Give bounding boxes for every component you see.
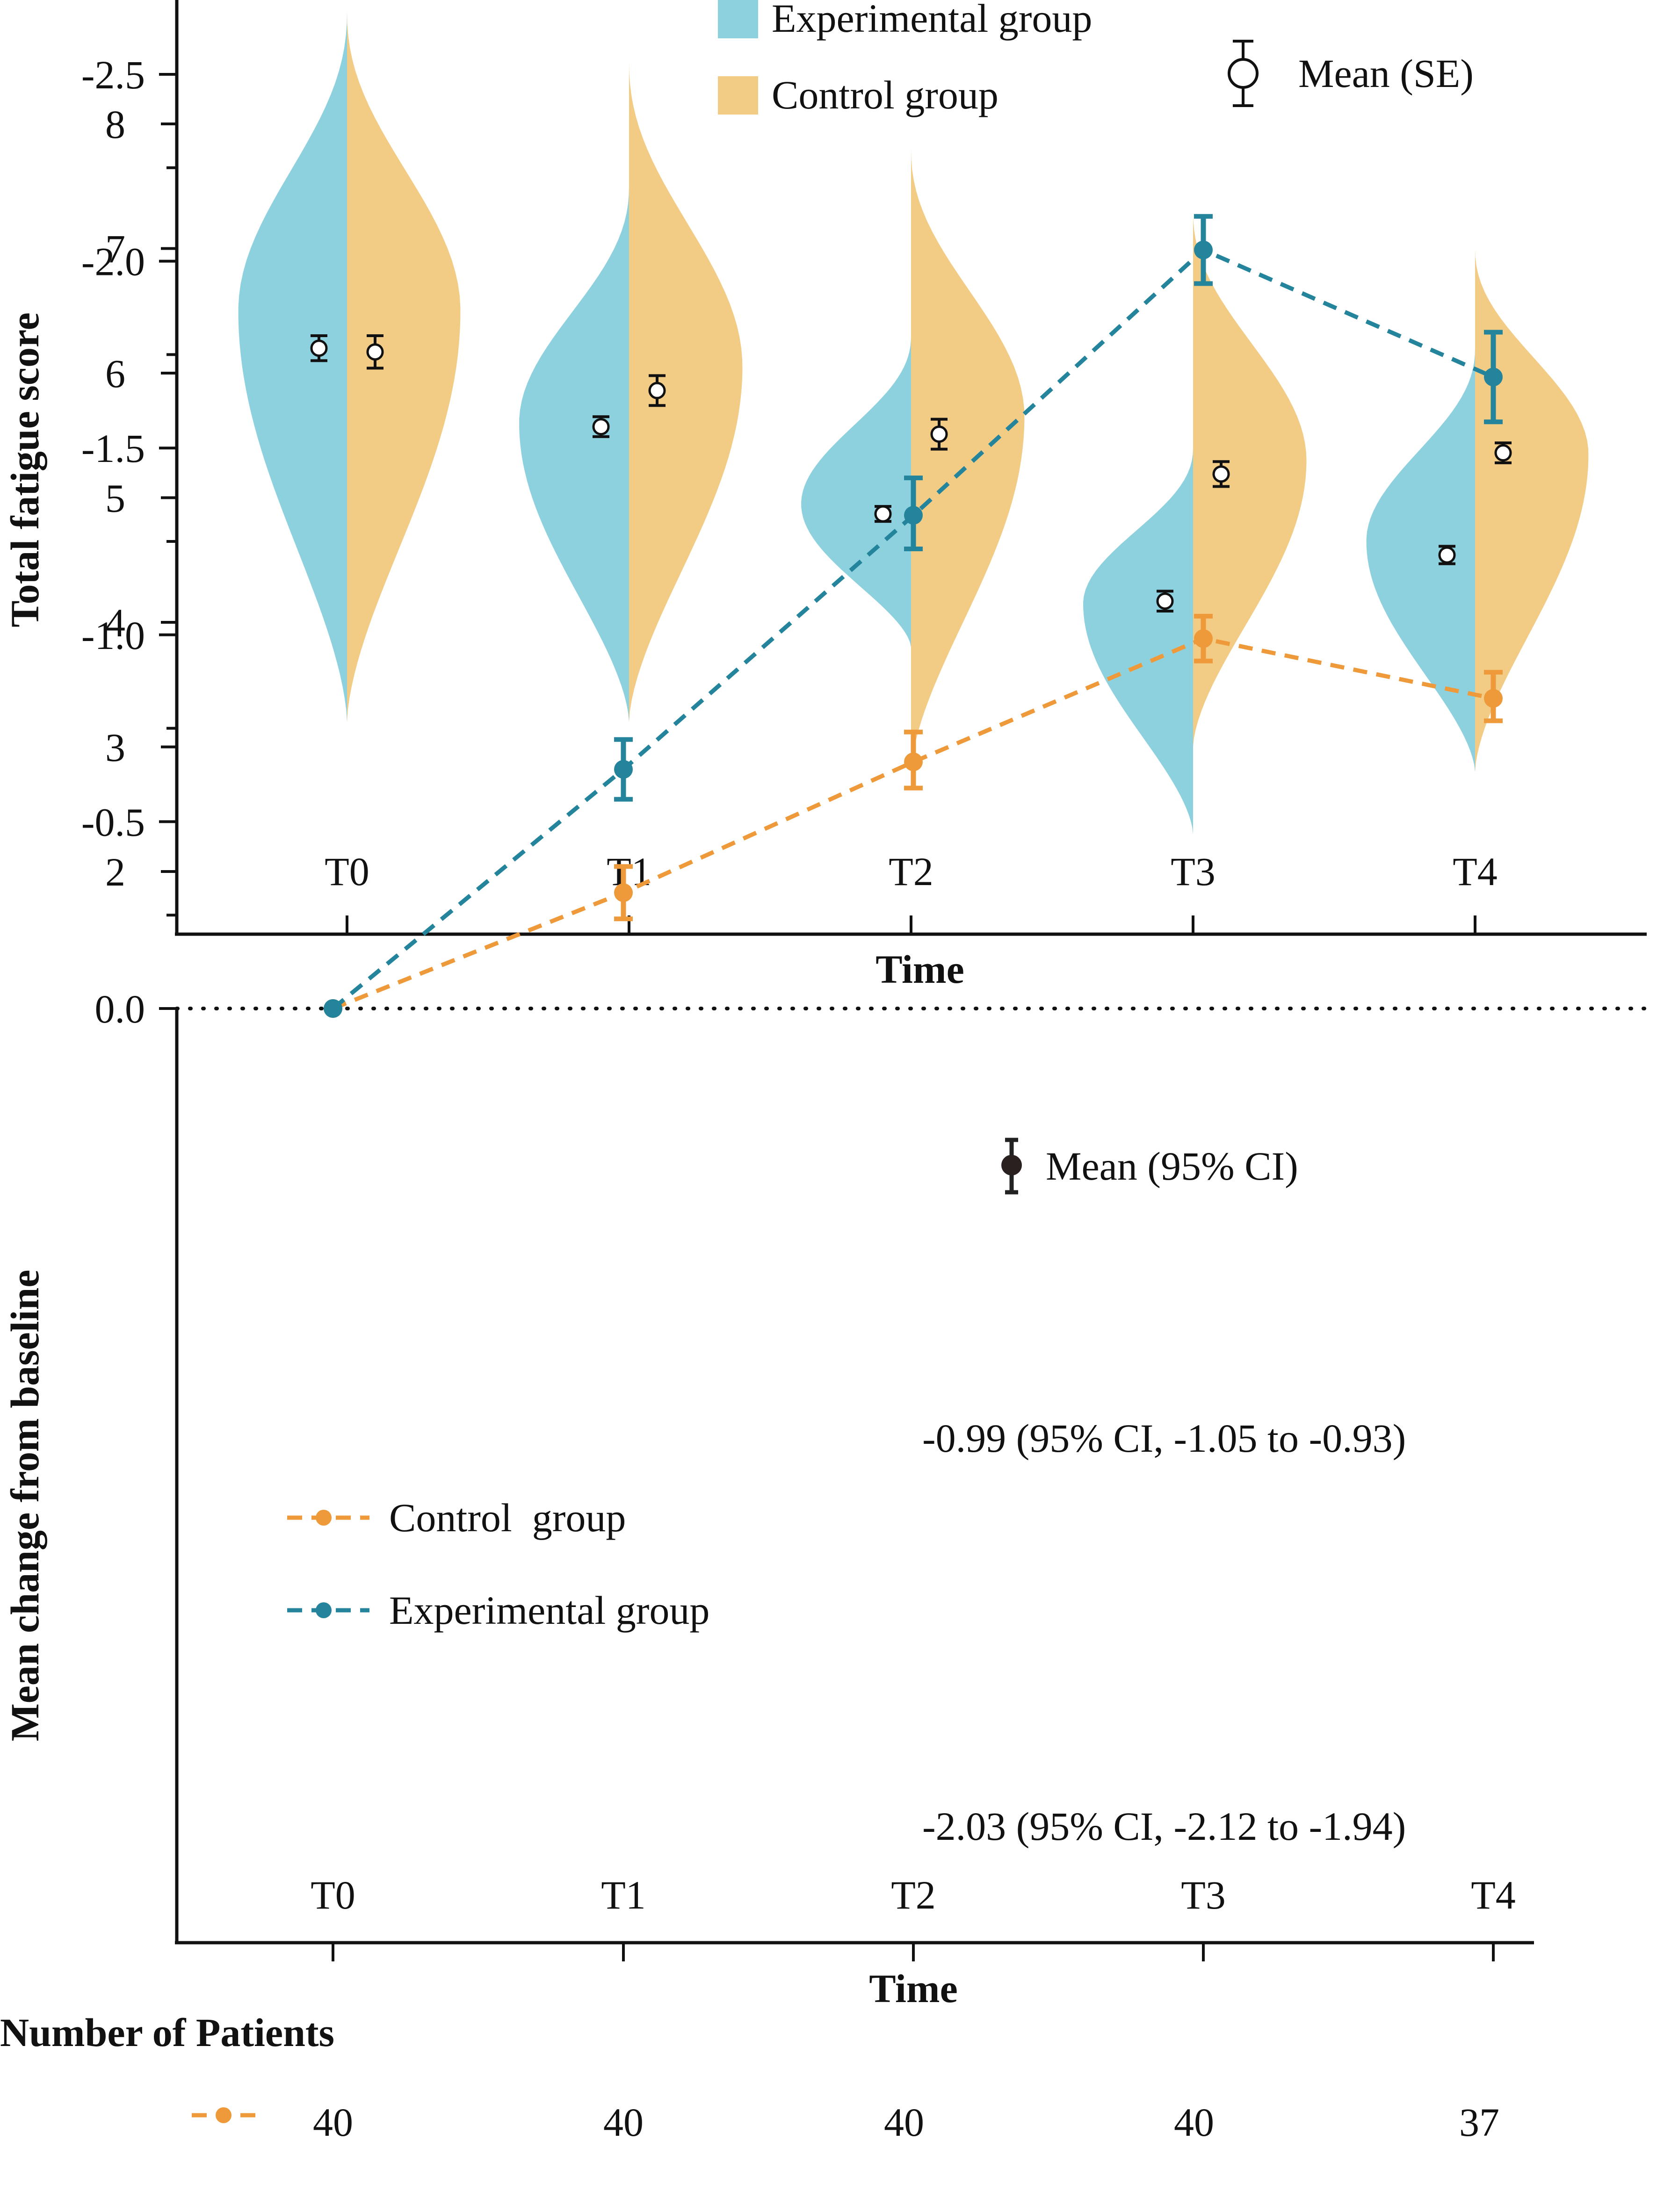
point-experimental-T4 [1484, 367, 1503, 387]
patients-count-control: 40 [313, 2100, 353, 2145]
point-experimental-T3 [1194, 240, 1213, 259]
point-control-T1 [614, 883, 633, 902]
legend-label-control: Control group [772, 72, 999, 117]
patients-row-control-marker [192, 2107, 258, 2123]
change-x-tick-label: T3 [1181, 1873, 1226, 1917]
point-experimental-T0 [324, 999, 342, 1018]
violin-experimental-T4 [1366, 348, 1475, 772]
violin-y-tick-label: 5 [105, 476, 125, 521]
point-control-T4 [1484, 689, 1503, 708]
patients-count-control: 40 [603, 2100, 644, 2145]
patients-cells: 40404040374040403937 [313, 2100, 1499, 2145]
mean-se-experimental-T4 [1438, 545, 1456, 565]
change-legend-mean-marker [1001, 1138, 1022, 1195]
violin-x-tick-label: T0 [325, 849, 369, 894]
change-y-tick-label: -2.5 [81, 52, 145, 97]
violin-legend: Experimental group Control group Mean (S… [718, 0, 1474, 117]
violin-y-tick-label: 8 [105, 102, 125, 147]
change-x-tick-label: T0 [311, 1873, 355, 1917]
mean-se-control-T3 [1212, 460, 1230, 488]
violin-x-axis-title: Time [876, 947, 964, 992]
change-y-tick-label: -0.5 [81, 800, 145, 844]
violin-experimental-T2 [801, 336, 911, 648]
change-y-tick-label: -1.5 [81, 426, 145, 471]
violin-experimental-T3 [1083, 447, 1193, 834]
violin-y-axis-title: Total fatigue score [2, 312, 47, 627]
change-x-tick-label: T2 [891, 1873, 936, 1917]
violin-y-tick-label: 7 [105, 227, 125, 272]
change-series [324, 214, 1503, 1018]
change-legend-experimental-marker [287, 1602, 369, 1618]
change-y-tick-label: -2.0 [81, 239, 145, 284]
violin-x-ticks: T0 T1 T2 T3 T4 [325, 849, 1498, 934]
violin-control-T0 [347, 12, 461, 722]
change-x-tick-label: T1 [601, 1873, 646, 1917]
mean-se-control-T1 [648, 374, 666, 407]
violin-control-T1 [629, 61, 743, 722]
violin-y-tick-label: 4 [105, 600, 125, 645]
violin-x-tick-label: T4 [1453, 849, 1498, 894]
patients-table: Number of Patients 40404040374040403937 [0, 2010, 1499, 2145]
change-x-axis-title: Time [869, 1966, 958, 2011]
violin-x-tick-label: T3 [1171, 849, 1216, 894]
change-x-ticks: T0 T1 T2 T3 T4 [311, 1873, 1516, 1961]
violin-y-ticks: 2 3 4 5 6 7 8 [105, 102, 177, 894]
change-panel: 0.0-0.5-1.0-1.5-2.0-2.5 T0 T1 T2 T3 T4 Time … [2, 52, 1649, 2011]
change-x-tick-label: T4 [1471, 1873, 1516, 1917]
point-control-T3 [1194, 629, 1213, 648]
annotation-control-t3: -0.99 (95% CI, -1.05 to -0.93) [922, 1416, 1406, 1461]
violin-y-tick-label: 3 [105, 725, 125, 770]
mean-se-control-T4 [1494, 441, 1512, 464]
change-y-ticks: 0.0 -0.5 -1.0 -1.5 -2.0 -2.5 [81, 52, 177, 1031]
mean-se-experimental-T3 [1156, 590, 1174, 613]
change-legend-experimental-label: Experimental group [389, 1588, 709, 1633]
legend-mean-se-marker [1228, 40, 1259, 107]
legend-label-mean-se: Mean (SE) [1298, 51, 1474, 96]
change-legend-control-marker [287, 1510, 369, 1526]
violin-control-T3 [1193, 211, 1307, 747]
patients-count-control: 37 [1459, 2100, 1499, 2145]
legend-label-experimental: Experimental group [772, 0, 1092, 41]
mean-se-experimental-T1 [592, 415, 610, 438]
change-legend-control-label: Control group [389, 1495, 626, 1540]
point-control-T2 [904, 752, 923, 771]
legend-swatch-control [718, 76, 758, 115]
violin-experimental-T1 [519, 186, 629, 722]
patients-table-title: Number of Patients [0, 2010, 334, 2055]
point-experimental-T2 [904, 506, 923, 525]
mean-se-experimental-T0 [310, 334, 328, 362]
violin-x-tick-label: T2 [889, 849, 933, 894]
violin-control-T4 [1475, 248, 1589, 772]
violin-y-tick-label: 6 [105, 351, 125, 396]
change-y-tick-label: 0.0 [95, 987, 145, 1031]
mean-se-control-T0 [366, 334, 384, 370]
violin-shapes [238, 12, 1589, 834]
change-y-tick-label: -1.0 [81, 613, 145, 658]
violin-y-tick-label: 2 [105, 850, 125, 894]
point-experimental-T1 [614, 760, 633, 779]
annotation-experimental-t3: -2.03 (95% CI, -2.12 to -1.94) [922, 1804, 1406, 1849]
violin-experimental-T0 [238, 12, 347, 722]
violin-control-T2 [911, 149, 1025, 772]
mean-se-experimental-T2 [874, 505, 892, 523]
change-legend-mean-label: Mean (95% CI) [1046, 1144, 1298, 1189]
mean-se-control-T2 [930, 418, 948, 451]
change-y-axis-title: Mean change from baseline [2, 1270, 47, 1742]
patients-count-control: 40 [884, 2100, 924, 2145]
patients-count-control: 40 [1174, 2100, 1214, 2145]
violin-means [310, 334, 1512, 613]
legend-swatch-experimental [718, 0, 758, 38]
